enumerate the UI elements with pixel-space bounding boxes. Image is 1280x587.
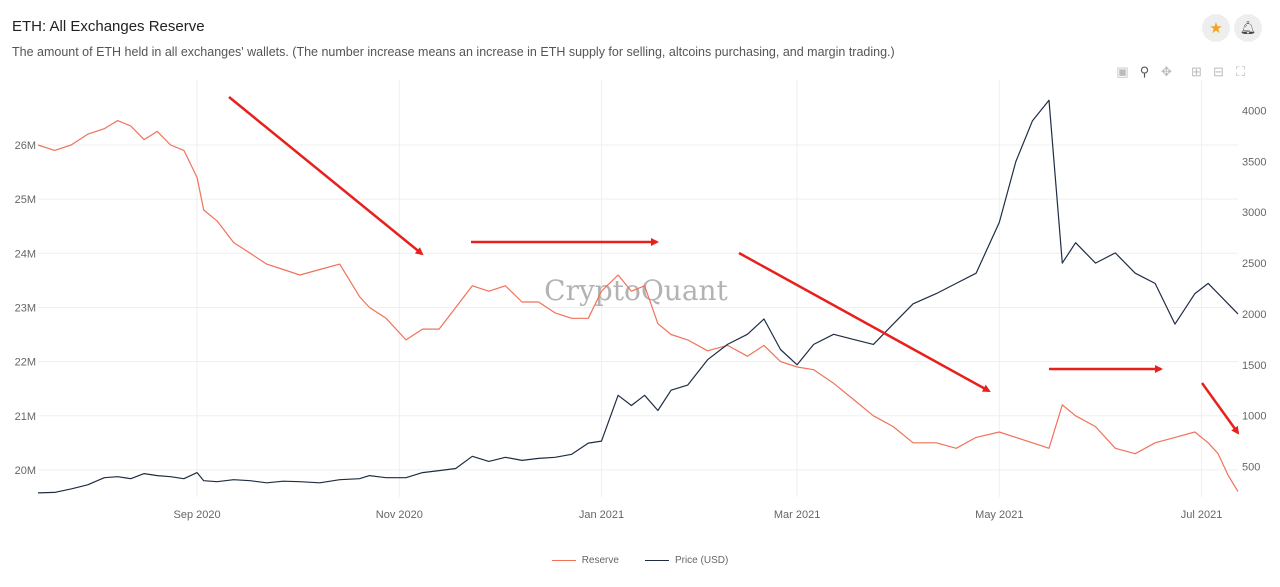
legend-item-reserve[interactable]: Reserve [551,555,619,566]
page-subtitle: The amount of ETH held in all exchanges'… [12,45,895,59]
y-right-tick-label: 1000 [1242,411,1266,423]
zoom-in-icon[interactable]: ⊞ [1191,64,1202,79]
chart-modebar: ▣ ⚲ ✥ ⊞ ⊟ ⛶ [1115,64,1248,79]
legend-label-reserve: Reserve [581,555,619,566]
x-tick-label: Mar 2021 [774,509,820,521]
y-right-tick-label: 2000 [1242,309,1266,321]
trend-arrow [1200,382,1240,435]
y-right-tick-label: 1500 [1242,360,1266,372]
legend-label-price: Price (USD) [674,555,729,566]
zoom-icon[interactable]: ⚲ [1139,64,1150,79]
y-right-tick-label: 2500 [1242,258,1266,270]
trend-arrow [738,251,991,393]
series-line-reserve[interactable] [37,119,1239,492]
page-title: ETH: All Exchanges Reserve [12,18,205,35]
y-left-tick-label: 25M [15,194,36,206]
chart-legend: Reserve Price (USD) [0,555,1280,566]
zoom-out-icon[interactable]: ⊟ [1213,64,1224,79]
trend-arrow [228,96,424,256]
y-left-tick-label: 24M [15,248,36,260]
y-right-tick-label: 3000 [1242,207,1266,219]
y-right-tick-label: 500 [1242,461,1260,473]
star-icon[interactable]: ★ [1202,14,1230,42]
autoscale-icon[interactable]: ⛶ [1235,64,1246,79]
legend-swatch-reserve [551,560,576,561]
y-right-tick-label: 3500 [1242,156,1266,168]
y-left-tick-label: 20M [15,465,36,477]
y-right-tick-label: 4000 [1242,106,1266,118]
y-left-tick-label: 23M [15,302,36,314]
pan-icon[interactable]: ✥ [1161,64,1172,79]
x-tick-label: Nov 2020 [376,509,423,521]
x-tick-label: Jan 2021 [579,509,624,521]
camera-icon[interactable]: ▣ [1116,64,1129,79]
trend-arrows [228,96,1240,435]
bell-icon[interactable]: 🔔︎ [1234,14,1262,42]
x-tick-label: Jul 2021 [1181,509,1223,521]
x-tick-label: May 2021 [975,509,1023,521]
legend-swatch-price [644,560,669,561]
x-tick-label: Sep 2020 [174,509,221,521]
watermark: CryptoQuant [544,274,728,307]
y-left-tick-label: 26M [15,140,36,152]
legend-item-price[interactable]: Price (USD) [644,555,729,566]
series-line-price[interactable] [37,99,1239,494]
y-left-tick-label: 21M [15,411,36,423]
y-left-tick-label: 22M [15,357,36,369]
